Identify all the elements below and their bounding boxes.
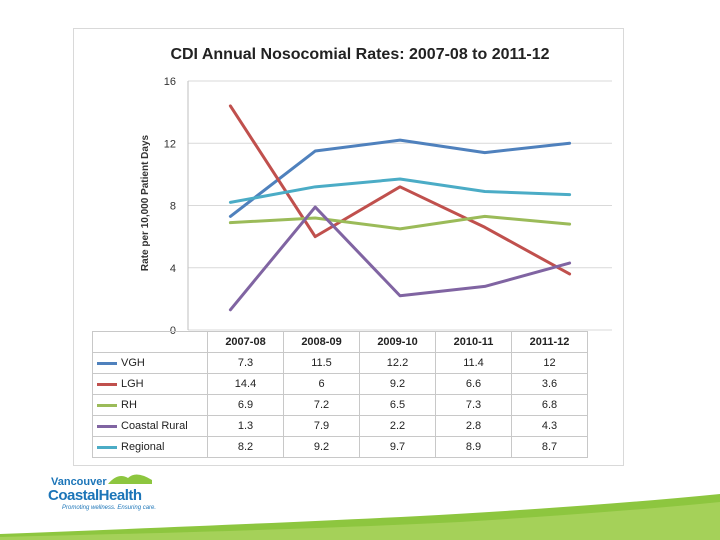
x-category-label: 2009-10 [359,331,436,353]
data-label: 12.2 [359,352,436,374]
data-label: 2.2 [359,415,436,437]
data-label: 6.8 [511,394,588,416]
series-line-regional [228,177,572,204]
data-label: 14.4 [207,373,284,395]
mountain-icon [108,474,152,484]
legend-label: RH [121,399,137,411]
data-label: 2.8 [435,415,512,437]
data-label: 8.9 [435,436,512,458]
legend-label: VGH [121,357,145,369]
legend-label: LGH [121,378,144,390]
legend-label: Regional [121,441,165,453]
table-header-row: 2007-08 2008-09 2009-10 2010-11 2011-12 [92,331,588,353]
data-table: 2007-08 2008-09 2009-10 2010-11 2011-12 VGH 7.… [92,331,588,458]
data-label: 8.2 [207,436,284,458]
data-label: 11.4 [435,352,512,374]
x-category-label: 2007-08 [207,331,284,353]
data-label: 12 [511,352,588,374]
data-label: 4.3 [511,415,588,437]
legend-swatch [97,445,117,449]
legend-label: Coastal Rural [121,420,188,432]
table-row: LGH 14.4 6 9.2 6.6 3.6 [92,373,588,395]
legend-entry: RH [92,394,208,416]
table-row: Coastal Rural 1.3 7.9 2.2 2.8 4.3 [92,415,588,437]
logo-line-1: Vancouver [51,476,107,488]
data-label: 7.3 [435,394,512,416]
data-label: 8.7 [511,436,588,458]
data-label: 1.3 [207,415,284,437]
data-label: 7.2 [283,394,360,416]
series-line-rh [228,214,572,231]
legend-entry: VGH [92,352,208,374]
x-category-label: 2010-11 [435,331,512,353]
y-tick-label: 16 [164,76,176,88]
table-corner [92,331,208,353]
table-row: Regional 8.2 9.2 9.7 8.9 8.7 [92,436,588,458]
y-tick-label: 12 [164,138,176,150]
table-row: VGH 7.3 11.5 12.2 11.4 12 [92,352,588,374]
data-label: 6 [283,373,360,395]
legend-swatch [97,382,117,386]
data-label: 9.2 [283,436,360,458]
legend-swatch [97,361,117,365]
data-label: 6.9 [207,394,284,416]
data-label: 11.5 [283,352,360,374]
legend-swatch [97,403,117,407]
table-row: RH 6.9 7.2 6.5 7.3 6.8 [92,394,588,416]
data-label: 7.3 [207,352,284,374]
series-line-vgh [228,138,572,218]
data-label: 9.2 [359,373,436,395]
data-label: 7.9 [283,415,360,437]
x-category-label: 2008-09 [283,331,360,353]
data-label: 6.5 [359,394,436,416]
legend-entry: LGH [92,373,208,395]
logo-line-2: CoastalHealth [48,487,142,504]
y-tick-label: 8 [170,201,176,213]
series-line-coastal-rural [228,205,572,312]
legend-entry: Regional [92,436,208,458]
y-axis-label: Rate per 10,000 Patient Days [140,134,151,272]
x-category-label: 2011-12 [511,331,588,353]
data-label: 3.6 [511,373,588,395]
decorative-green-wave [0,494,720,540]
legend-swatch [97,424,117,428]
legend-entry: Coastal Rural [92,415,208,437]
chart-title: CDI Annual Nosocomial Rates: 2007-08 to … [170,46,550,63]
vancouver-coastal-health-logo: Vancouver CoastalHealth Promoting wellne… [48,470,178,514]
logo-tagline: Promoting wellness. Ensuring care. [62,505,157,511]
data-label: 9.7 [359,436,436,458]
data-label: 6.6 [435,373,512,395]
y-tick-label: 4 [170,263,176,275]
